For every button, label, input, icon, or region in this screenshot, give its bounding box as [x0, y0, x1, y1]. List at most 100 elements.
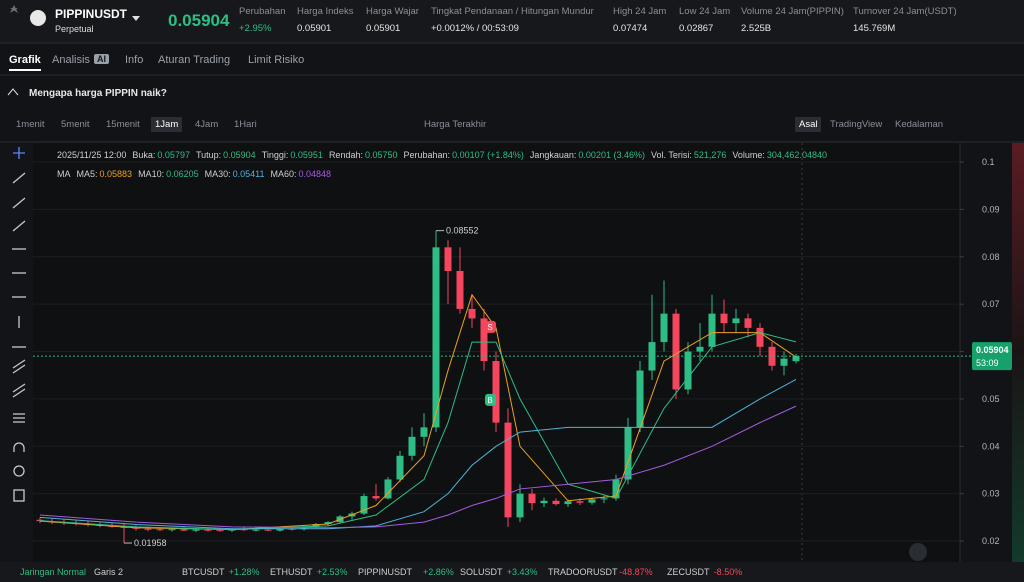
stat-value: +2.95% — [239, 23, 272, 34]
stat-label: Volume 24 Jam(PIPPIN) — [741, 6, 844, 17]
ticker-symbol[interactable]: SOLUSDT — [460, 567, 503, 577]
candle-body — [696, 346, 704, 352]
tool-column — [0, 143, 33, 562]
stat-value: 0.05901 — [366, 23, 401, 34]
ma-value: 0.05411 — [232, 169, 265, 179]
flash-button[interactable] — [909, 543, 927, 561]
last-price-label: 0.05904 — [976, 345, 1009, 355]
candle-body — [468, 308, 476, 319]
interval[interactable]: 15menit — [106, 119, 140, 130]
line-select[interactable]: Garis 2 — [94, 567, 124, 577]
candle-body — [540, 500, 548, 504]
legend-label: Buka: — [132, 150, 156, 160]
candle-body — [648, 342, 656, 371]
legend-time: 2025/11/25 12:00 — [57, 150, 127, 160]
candle-body — [780, 358, 788, 366]
ticker-symbol[interactable]: TRADOORUSDT — [548, 567, 618, 577]
candle-body — [384, 479, 392, 499]
ticker-symbol[interactable]: BTCUSDT — [182, 567, 225, 577]
candle-body — [156, 529, 164, 531]
favorite-star[interactable] — [10, 5, 18, 13]
legend-value: 304,462.04840 — [766, 150, 827, 160]
candle-body — [552, 500, 560, 505]
tool-icons — [12, 147, 26, 502]
extreme-label: 0.01958 — [134, 538, 167, 548]
last-price: 0.05904 — [168, 11, 230, 30]
legend-value: 0.00107 (+1.84%) — [452, 150, 524, 160]
candle-body — [612, 479, 620, 499]
candle-body — [684, 351, 692, 390]
interval[interactable]: 5menit — [61, 119, 90, 130]
delete-tool — [13, 489, 25, 502]
ma-value: 0.05883 — [99, 169, 133, 179]
candle-body — [720, 313, 728, 324]
tab[interactable]: Aturan Trading — [158, 54, 231, 66]
candle-body — [744, 318, 752, 328]
y-tick-label: 0.07 — [982, 299, 1000, 309]
candle-body — [144, 528, 152, 530]
crosshair-tool — [13, 147, 25, 159]
candle-body — [564, 501, 572, 505]
legend-value: 0.05904 — [223, 150, 256, 160]
symbol[interactable]: PIPPINUSDT — [55, 7, 128, 21]
candle-body — [252, 529, 260, 531]
candle-body — [792, 356, 800, 362]
candle-body — [708, 313, 716, 347]
legend-value: 0.05797 — [157, 150, 190, 160]
candle-body — [492, 361, 500, 423]
ai-badge: AI — [94, 54, 109, 64]
interval[interactable]: 1Jam — [151, 117, 183, 132]
top-bar — [0, 0, 1024, 43]
interval[interactable]: 1Hari — [234, 119, 257, 130]
candle-body — [36, 519, 44, 522]
candle-body — [732, 318, 740, 324]
legend-value: 0.05750 — [364, 150, 398, 160]
y-tick-label: 0.03 — [982, 489, 1000, 499]
ticker-symbol[interactable]: ZECUSDT — [667, 567, 710, 577]
stat-value: +0.0012% / 00:53:09 — [431, 23, 519, 34]
candle-body — [456, 271, 464, 309]
stat-value: 0.05901 — [297, 23, 332, 34]
candle-body — [216, 530, 224, 532]
interval[interactable]: 4Jam — [195, 119, 219, 130]
ma-name: MA5: — [76, 169, 98, 179]
y-tick-label: 0.08 — [982, 252, 1000, 262]
stat-label: Harga Indeks — [297, 6, 354, 17]
ticker-symbol[interactable]: PIPPINUSDT — [358, 567, 413, 577]
depth-strip — [1012, 143, 1024, 562]
tab[interactable]: Grafik — [9, 54, 41, 71]
tab[interactable]: Limit Risiko — [248, 54, 305, 66]
ticker-change: -8.50% — [713, 567, 743, 577]
price-source[interactable]: Harga Terakhir — [424, 119, 487, 130]
view-option[interactable]: Asal — [795, 117, 822, 132]
candle-body — [360, 496, 368, 514]
interval[interactable]: 1menit — [16, 119, 45, 130]
y-tick-label: 0.02 — [982, 536, 1000, 546]
candle-body — [504, 422, 512, 518]
stat-value: 0.02867 — [679, 23, 714, 34]
fib-tool — [12, 359, 26, 374]
stat-label: Perubahan — [239, 6, 286, 17]
symbol-caret[interactable] — [132, 16, 140, 21]
tab[interactable]: Info — [125, 54, 144, 66]
candle-body — [420, 427, 428, 437]
legend-value: 521,276 — [693, 150, 727, 160]
ma-value: 0.04848 — [298, 169, 332, 179]
legend-label: Tutup: — [195, 150, 222, 160]
view-option[interactable]: Kedalaman — [895, 119, 944, 130]
candle-body — [168, 529, 176, 531]
candle-body — [480, 318, 488, 362]
trend-tool — [12, 220, 26, 232]
view-option[interactable]: TradingView — [830, 119, 883, 130]
tab[interactable]: Analisis — [52, 54, 90, 66]
countdown-label: 53:09 — [976, 358, 999, 368]
magnet-tool — [13, 442, 25, 452]
candle-body — [276, 528, 284, 531]
candle-body — [264, 529, 272, 531]
banner[interactable]: Mengapa harga PIPPIN naik? — [29, 88, 167, 99]
candle-body — [432, 247, 440, 428]
ticker-symbol[interactable]: ETHUSDT — [270, 567, 313, 577]
extreme-label: 0.08552 — [446, 226, 479, 236]
legend-label: Volume: — [732, 150, 765, 160]
